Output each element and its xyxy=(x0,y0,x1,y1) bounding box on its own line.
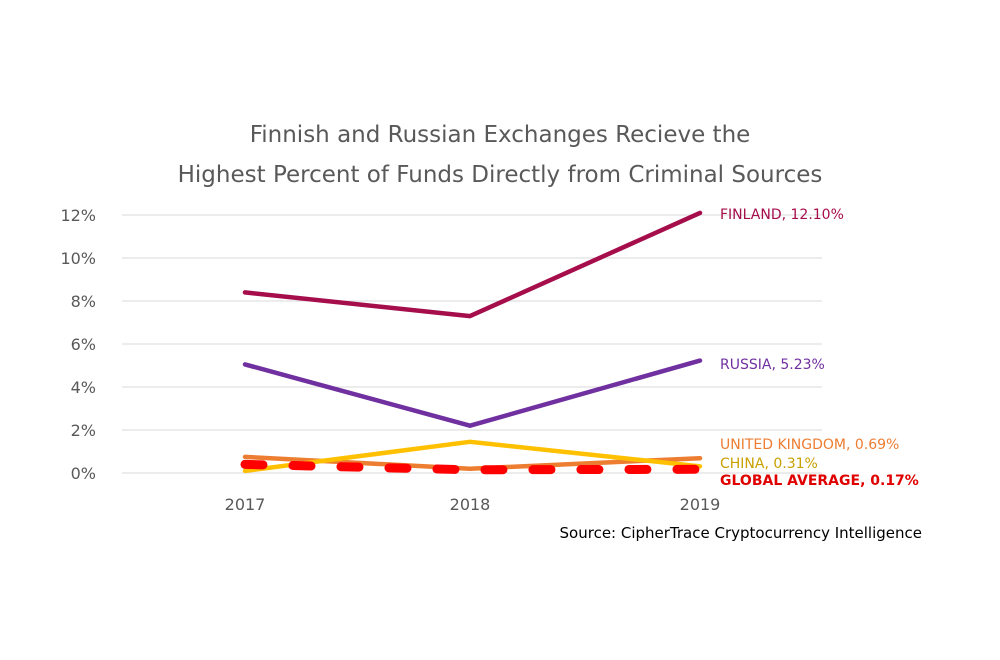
end-label-united-kingdom: UNITED KINGDOM, 0.69% xyxy=(720,437,899,453)
series-line-china xyxy=(242,439,703,474)
y-tick-label: 10% xyxy=(60,249,96,268)
y-axis-tick-labels: 0% 2% 4% 6% 8% 10% 12% xyxy=(60,206,96,483)
x-axis-tick-labels: 2017 2018 2019 xyxy=(225,495,721,514)
y-tick-label: 6% xyxy=(71,335,96,354)
gridlines xyxy=(122,214,822,474)
y-tick-label: 2% xyxy=(71,421,96,440)
chart-title-line-1: Finnish and Russian Exchanges Recieve th… xyxy=(250,122,751,148)
end-label-finland: FINLAND, 12.10% xyxy=(720,207,844,223)
series-line-russia xyxy=(242,358,703,428)
series-lines xyxy=(240,210,705,475)
x-tick-label: 2019 xyxy=(680,495,721,514)
y-tick-label: 12% xyxy=(60,206,96,225)
end-label-global-average: GLOBAL AVERAGE, 0.17% xyxy=(720,473,919,489)
series-end-labels: FINLAND, 12.10% RUSSIA, 5.23% UNITED KINGD… xyxy=(720,207,919,489)
series-line-finland xyxy=(242,210,703,319)
end-label-russia: RUSSIA, 5.23% xyxy=(720,357,825,373)
y-tick-label: 4% xyxy=(71,378,96,397)
x-tick-label: 2018 xyxy=(450,495,491,514)
x-tick-label: 2017 xyxy=(225,495,266,514)
y-tick-label: 0% xyxy=(71,464,96,483)
chart-title-line-2: Highest Percent of Funds Directly from C… xyxy=(178,162,823,188)
end-label-china: CHINA, 0.31% xyxy=(720,456,818,472)
y-tick-label: 8% xyxy=(71,292,96,311)
source-note: Source: CipherTrace Cryptocurrency Intel… xyxy=(560,524,922,542)
